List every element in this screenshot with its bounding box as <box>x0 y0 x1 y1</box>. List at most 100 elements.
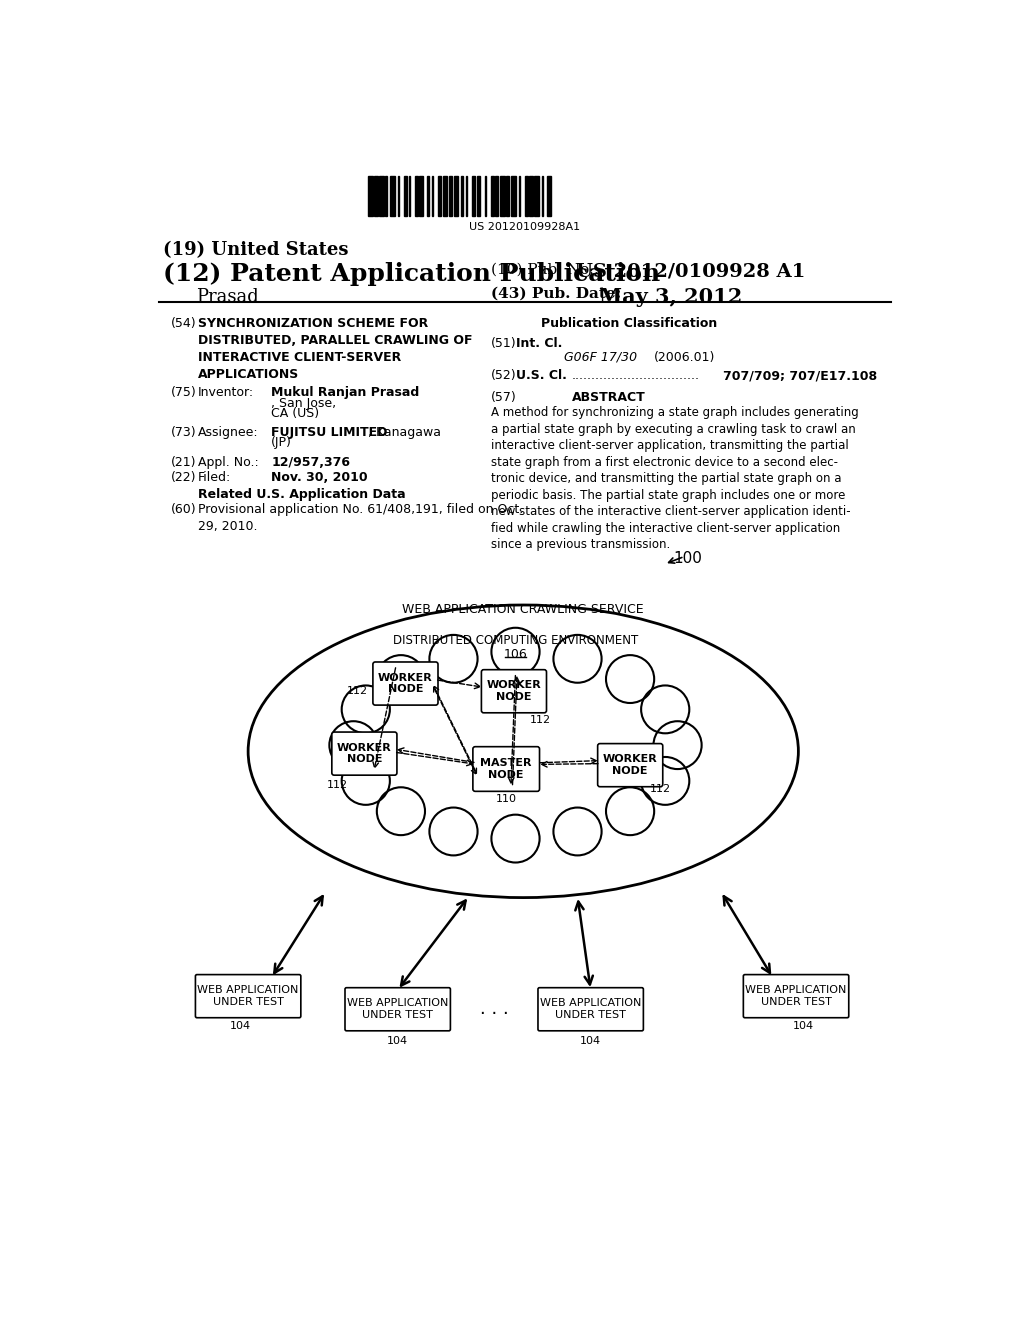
Bar <box>369 176 373 216</box>
Text: WEB APPLICATION
UNDER TEST: WEB APPLICATION UNDER TEST <box>347 998 449 1020</box>
Text: ABSTRACT: ABSTRACT <box>572 391 646 404</box>
Text: (75): (75) <box>171 387 197 400</box>
Circle shape <box>429 635 477 682</box>
Circle shape <box>641 685 689 734</box>
Bar <box>472 176 475 216</box>
Text: (54): (54) <box>171 317 197 330</box>
Text: 104: 104 <box>387 1036 409 1047</box>
Circle shape <box>330 721 378 770</box>
Text: (73): (73) <box>171 426 197 440</box>
Text: Nov. 30, 2010: Nov. 30, 2010 <box>271 471 368 484</box>
Text: 104: 104 <box>794 1020 814 1031</box>
Text: WEB APPLICATION
UNDER TEST: WEB APPLICATION UNDER TEST <box>540 998 641 1020</box>
Text: . . .: . . . <box>480 1001 509 1018</box>
Bar <box>461 176 463 216</box>
Text: G06F 17/30: G06F 17/30 <box>564 351 638 364</box>
Bar <box>432 176 433 216</box>
Bar <box>506 176 509 216</box>
Text: 112: 112 <box>328 780 348 789</box>
Text: 110: 110 <box>496 795 517 804</box>
Text: Prasad: Prasad <box>197 288 259 306</box>
Bar <box>500 176 505 216</box>
Circle shape <box>377 655 425 704</box>
FancyBboxPatch shape <box>473 747 540 792</box>
Bar <box>535 176 539 216</box>
Bar <box>403 176 407 216</box>
Bar <box>409 176 410 216</box>
Text: (52): (52) <box>490 370 516 383</box>
Text: , San Jose,: , San Jose, <box>271 397 337 411</box>
Text: WORKER
NODE: WORKER NODE <box>378 673 433 694</box>
Text: SYNCHRONIZATION SCHEME FOR
DISTRIBUTED, PARALLEL CRAWLING OF
INTERACTIVE CLIENT-: SYNCHRONIZATION SCHEME FOR DISTRIBUTED, … <box>198 317 472 381</box>
Text: 112: 112 <box>347 686 369 696</box>
Circle shape <box>429 808 477 855</box>
Bar <box>529 176 532 216</box>
Bar <box>427 176 429 216</box>
Text: Provisional application No. 61/408,191, filed on Oct.
29, 2010.: Provisional application No. 61/408,191, … <box>198 503 523 533</box>
Text: (12) Patent Application Publication: (12) Patent Application Publication <box>163 263 660 286</box>
Bar <box>375 176 378 216</box>
Text: 112: 112 <box>529 715 551 725</box>
Circle shape <box>342 685 390 734</box>
Text: 104: 104 <box>229 1020 251 1031</box>
Bar <box>511 176 515 216</box>
Bar <box>415 176 418 216</box>
Circle shape <box>606 787 654 836</box>
Text: DISTRIBUTED COMPUTING ENVIRONMENT: DISTRIBUTED COMPUTING ENVIRONMENT <box>393 635 638 647</box>
Text: (43) Pub. Date:: (43) Pub. Date: <box>490 286 621 301</box>
Text: Appl. No.:: Appl. No.: <box>198 455 258 469</box>
Bar <box>420 176 423 216</box>
FancyBboxPatch shape <box>743 974 849 1018</box>
Bar <box>518 176 520 216</box>
Bar <box>442 176 447 216</box>
Circle shape <box>653 721 701 770</box>
Circle shape <box>553 635 602 682</box>
FancyBboxPatch shape <box>481 669 547 713</box>
Text: WORKER
NODE: WORKER NODE <box>337 743 392 764</box>
Circle shape <box>606 655 654 704</box>
Text: A method for synchronizing a state graph includes generating
a partial state gra: A method for synchronizing a state graph… <box>490 407 858 552</box>
Text: WEB APPLICATION
UNDER TEST: WEB APPLICATION UNDER TEST <box>745 985 847 1007</box>
Bar <box>484 176 486 216</box>
Text: U.S. Cl.: U.S. Cl. <box>515 370 566 383</box>
Bar <box>385 176 387 216</box>
Text: WORKER
NODE: WORKER NODE <box>603 754 657 776</box>
Bar <box>438 176 441 216</box>
Text: 12/957,376: 12/957,376 <box>271 455 350 469</box>
Bar <box>397 176 399 216</box>
Bar <box>496 176 499 216</box>
Circle shape <box>492 814 540 862</box>
Text: (2006.01): (2006.01) <box>653 351 715 364</box>
Text: WEB APPLICATION
UNDER TEST: WEB APPLICATION UNDER TEST <box>198 985 299 1007</box>
Text: Related U.S. Application Data: Related U.S. Application Data <box>198 488 406 502</box>
Bar <box>379 176 384 216</box>
Text: MASTER
NODE: MASTER NODE <box>480 758 531 780</box>
Bar <box>466 176 467 216</box>
Circle shape <box>641 756 689 805</box>
Circle shape <box>492 628 540 676</box>
Text: US 2012/0109928 A1: US 2012/0109928 A1 <box>575 263 805 280</box>
Ellipse shape <box>362 677 669 813</box>
Bar <box>547 176 551 216</box>
Text: (10) Pub. No.:: (10) Pub. No.: <box>490 263 599 276</box>
Text: , Kanagawa: , Kanagawa <box>369 426 441 440</box>
Text: Filed:: Filed: <box>198 471 231 484</box>
Text: Publication Classification: Publication Classification <box>541 317 718 330</box>
Text: 104: 104 <box>581 1036 601 1047</box>
Bar <box>524 176 528 216</box>
Bar <box>490 176 494 216</box>
Circle shape <box>377 787 425 836</box>
FancyBboxPatch shape <box>332 733 397 775</box>
Bar <box>449 176 452 216</box>
Text: (JP): (JP) <box>271 437 292 449</box>
Text: Inventor:: Inventor: <box>198 387 254 400</box>
FancyBboxPatch shape <box>598 743 663 787</box>
Text: Mukul Ranjan Prasad: Mukul Ranjan Prasad <box>271 387 420 400</box>
FancyBboxPatch shape <box>345 987 451 1031</box>
Text: 106: 106 <box>504 648 527 661</box>
Text: ................................: ................................ <box>572 370 700 383</box>
Text: (60): (60) <box>171 503 197 516</box>
Bar <box>454 176 458 216</box>
Circle shape <box>553 808 602 855</box>
FancyBboxPatch shape <box>196 974 301 1018</box>
